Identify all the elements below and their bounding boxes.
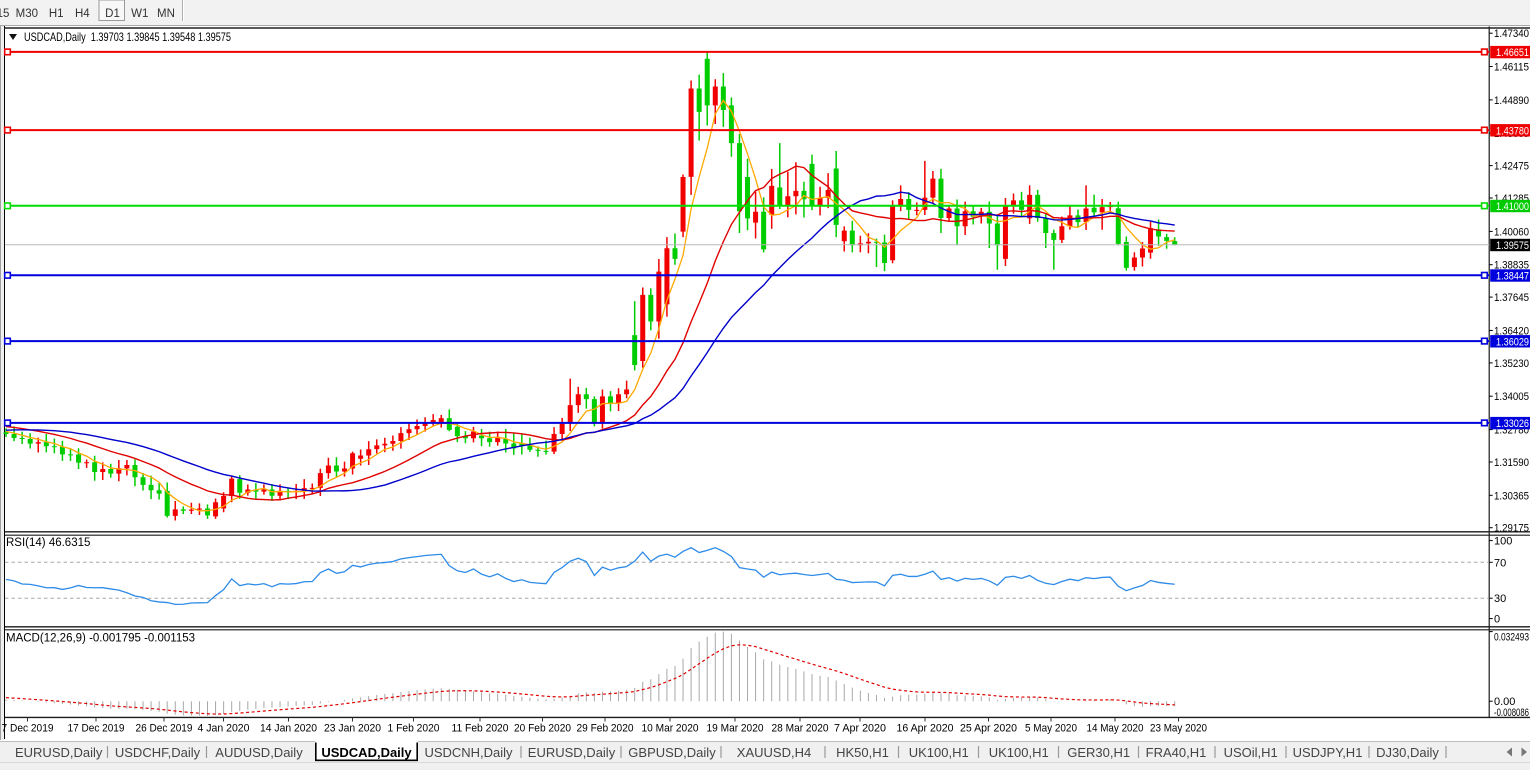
svg-text:11 Feb 2020: 11 Feb 2020	[452, 723, 509, 735]
svg-text:4 Jan 2020: 4 Jan 2020	[198, 723, 250, 735]
svg-text:0.032493: 0.032493	[1494, 631, 1529, 643]
svg-text:0: 0	[1494, 614, 1500, 626]
svg-text:RSI(14) 46.6315: RSI(14) 46.6315	[6, 537, 90, 549]
svg-text:GER30,H1: GER30,H1	[1067, 745, 1130, 760]
svg-text:MACD(12,26,9) -0.001795 -0.001: MACD(12,26,9) -0.001795 -0.001153	[6, 633, 195, 645]
svg-text:EURUSD,Daily: EURUSD,Daily	[15, 745, 103, 760]
svg-text:1.44890: 1.44890	[1494, 95, 1529, 107]
svg-text:USDCNH,Daily: USDCNH,Daily	[424, 745, 513, 760]
svg-text:1 Feb 2020: 1 Feb 2020	[388, 723, 440, 735]
svg-text:7 Apr 2020: 7 Apr 2020	[834, 723, 886, 735]
svg-text:H1: H1	[49, 8, 64, 20]
svg-text:7 Dec 2019: 7 Dec 2019	[2, 723, 54, 735]
svg-text:-0.008086: -0.008086	[1494, 707, 1529, 719]
svg-text:FRA40,H1: FRA40,H1	[1146, 745, 1207, 760]
svg-text:EURUSD,Daily: EURUSD,Daily	[528, 745, 616, 760]
svg-text:17 Dec 2019: 17 Dec 2019	[68, 723, 125, 735]
svg-text:1.38447: 1.38447	[1496, 271, 1529, 283]
svg-text:23 May 2020: 23 May 2020	[1150, 723, 1207, 735]
svg-text:HK50,H1: HK50,H1	[836, 745, 889, 760]
svg-text:W1: W1	[131, 8, 148, 20]
svg-text:1.40060: 1.40060	[1494, 226, 1529, 238]
svg-text:25 Apr 2020: 25 Apr 2020	[960, 723, 1017, 735]
svg-text:26 Dec 2019: 26 Dec 2019	[136, 723, 193, 735]
svg-text:H4: H4	[75, 8, 90, 20]
svg-text:1.41000: 1.41000	[1496, 201, 1529, 213]
svg-text:1.39575: 1.39575	[1496, 240, 1529, 252]
svg-text:10 Mar 2020: 10 Mar 2020	[642, 723, 699, 735]
svg-text:1.46115: 1.46115	[1494, 62, 1529, 74]
svg-text:USDCAD,Daily: USDCAD,Daily	[321, 745, 412, 760]
svg-text:USDCHF,Daily: USDCHF,Daily	[115, 745, 201, 760]
svg-text:DJ30,Daily: DJ30,Daily	[1376, 745, 1439, 760]
svg-text:M30: M30	[16, 8, 38, 20]
svg-text:XAUUSD,H4: XAUUSD,H4	[737, 745, 811, 760]
svg-text:GBPUSD,Daily: GBPUSD,Daily	[628, 745, 716, 760]
svg-text:D1: D1	[105, 8, 120, 20]
svg-text:1.35230: 1.35230	[1494, 358, 1529, 370]
svg-text:UK100,H1: UK100,H1	[909, 745, 969, 760]
svg-text:USDJPY,H1: USDJPY,H1	[1293, 745, 1363, 760]
svg-text:14 May 2020: 14 May 2020	[1087, 723, 1144, 735]
svg-text:5 May 2020: 5 May 2020	[1025, 723, 1077, 735]
svg-text:30: 30	[1494, 593, 1506, 605]
svg-text:1.30365: 1.30365	[1494, 490, 1529, 502]
svg-text:UK100,H1: UK100,H1	[989, 745, 1049, 760]
svg-text:1.42475: 1.42475	[1494, 161, 1529, 173]
svg-text:1.33026: 1.33026	[1496, 418, 1529, 430]
svg-text:1.43780: 1.43780	[1496, 125, 1529, 137]
svg-text:0.00: 0.00	[1494, 696, 1515, 708]
svg-text:15: 15	[0, 8, 9, 20]
svg-text:1.29175: 1.29175	[1494, 523, 1529, 535]
svg-text:1.47340: 1.47340	[1494, 28, 1529, 40]
svg-text:23 Jan 2020: 23 Jan 2020	[324, 723, 381, 735]
svg-text:1.34005: 1.34005	[1494, 391, 1529, 403]
svg-text:AUDUSD,Daily: AUDUSD,Daily	[215, 745, 303, 760]
svg-text:20 Feb 2020: 20 Feb 2020	[514, 723, 571, 735]
svg-text:100: 100	[1494, 536, 1512, 548]
svg-text:29 Feb 2020: 29 Feb 2020	[577, 723, 634, 735]
svg-text:70: 70	[1494, 557, 1506, 569]
svg-text:1.36420: 1.36420	[1494, 326, 1529, 338]
svg-text:USDCAD,Daily 1.39703 1.39845: USDCAD,Daily 1.39703 1.39845 1.39548 1.3…	[24, 30, 231, 44]
svg-text:1.36029: 1.36029	[1496, 336, 1529, 348]
svg-text:MN: MN	[157, 8, 175, 20]
svg-text:16 Apr 2020: 16 Apr 2020	[897, 723, 954, 735]
svg-text:28 Mar 2020: 28 Mar 2020	[772, 723, 829, 735]
svg-text:1.46651: 1.46651	[1496, 47, 1529, 59]
svg-text:19 Mar 2020: 19 Mar 2020	[707, 723, 764, 735]
svg-text:1.38835: 1.38835	[1494, 260, 1529, 272]
svg-text:USOil,H1: USOil,H1	[1224, 745, 1278, 760]
svg-text:14 Jan 2020: 14 Jan 2020	[260, 723, 317, 735]
svg-text:1.37645: 1.37645	[1494, 292, 1529, 304]
svg-text:1.31590: 1.31590	[1494, 457, 1529, 469]
